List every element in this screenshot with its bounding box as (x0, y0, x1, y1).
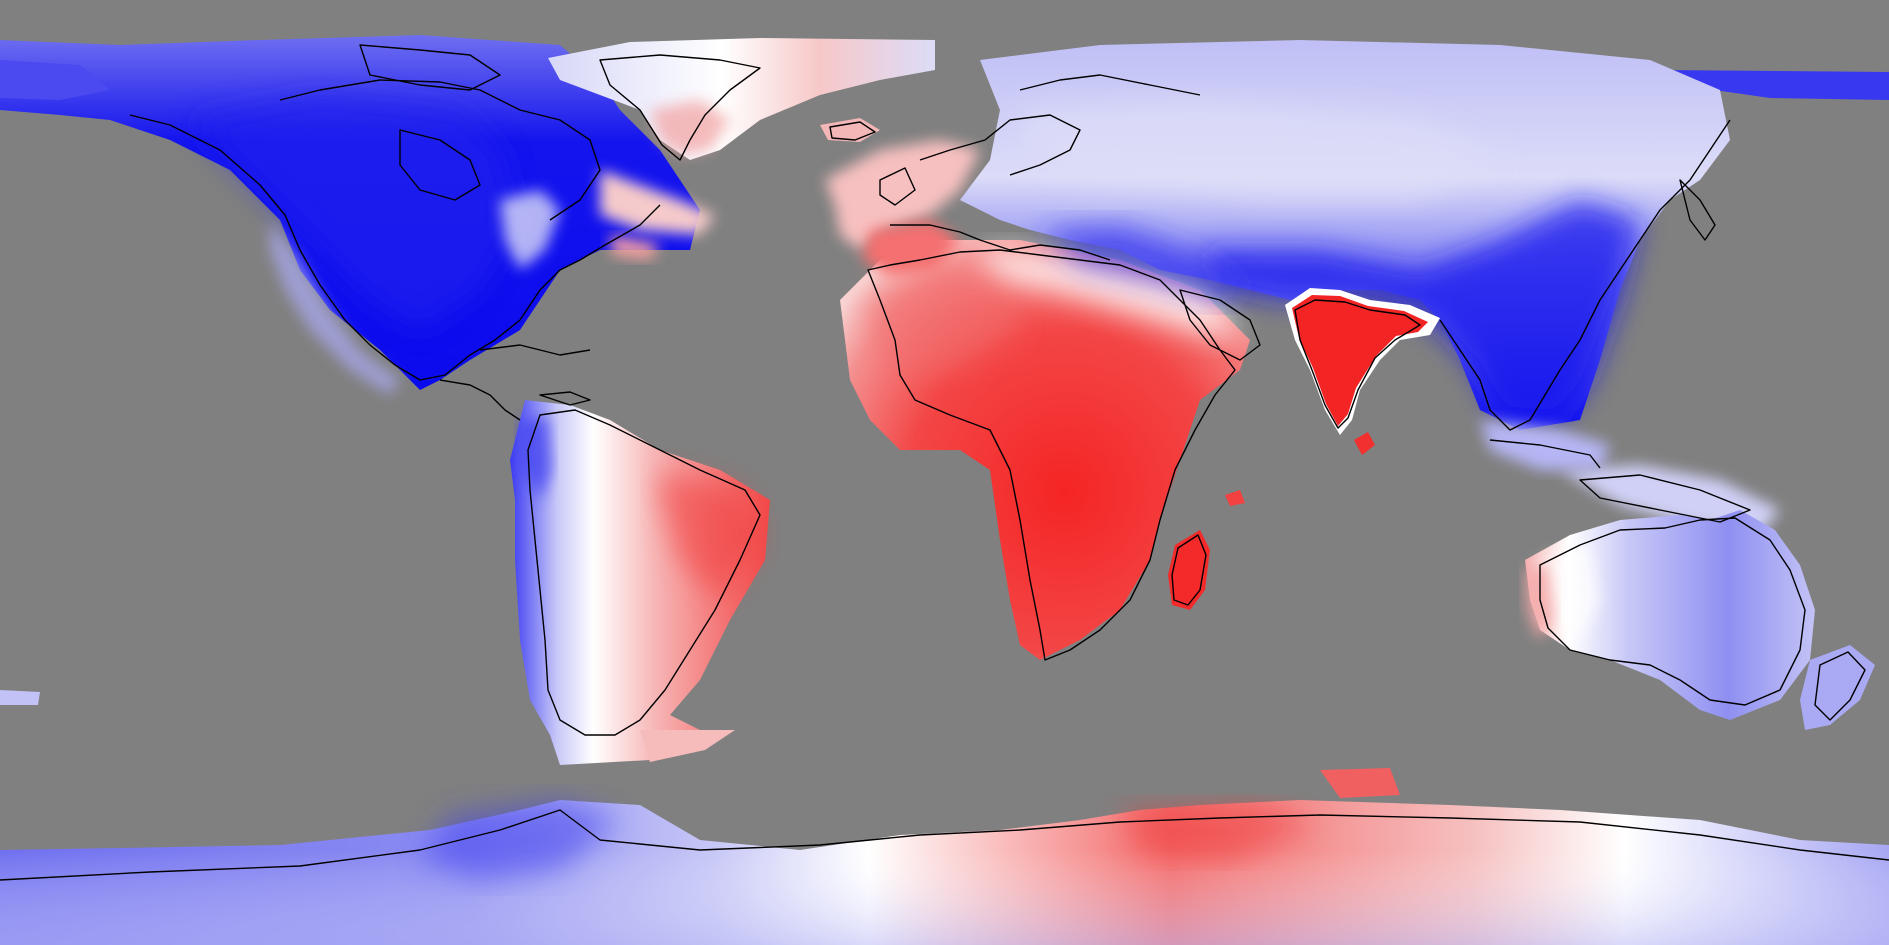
south-ocean-red-patch (1320, 768, 1400, 798)
small-island-red (1225, 490, 1245, 506)
southwest-patch (0, 690, 40, 705)
india-region (1285, 288, 1440, 455)
south-america-region (510, 400, 770, 765)
far-west-patch (0, 60, 110, 100)
indonesia-region (1480, 420, 1610, 470)
africa-region (840, 240, 1250, 660)
far-east-patch (1660, 70, 1889, 100)
europe-west-region (825, 140, 980, 275)
north-america-region (0, 35, 715, 395)
coastlines (0, 44, 1889, 881)
greenland-region (548, 38, 935, 160)
